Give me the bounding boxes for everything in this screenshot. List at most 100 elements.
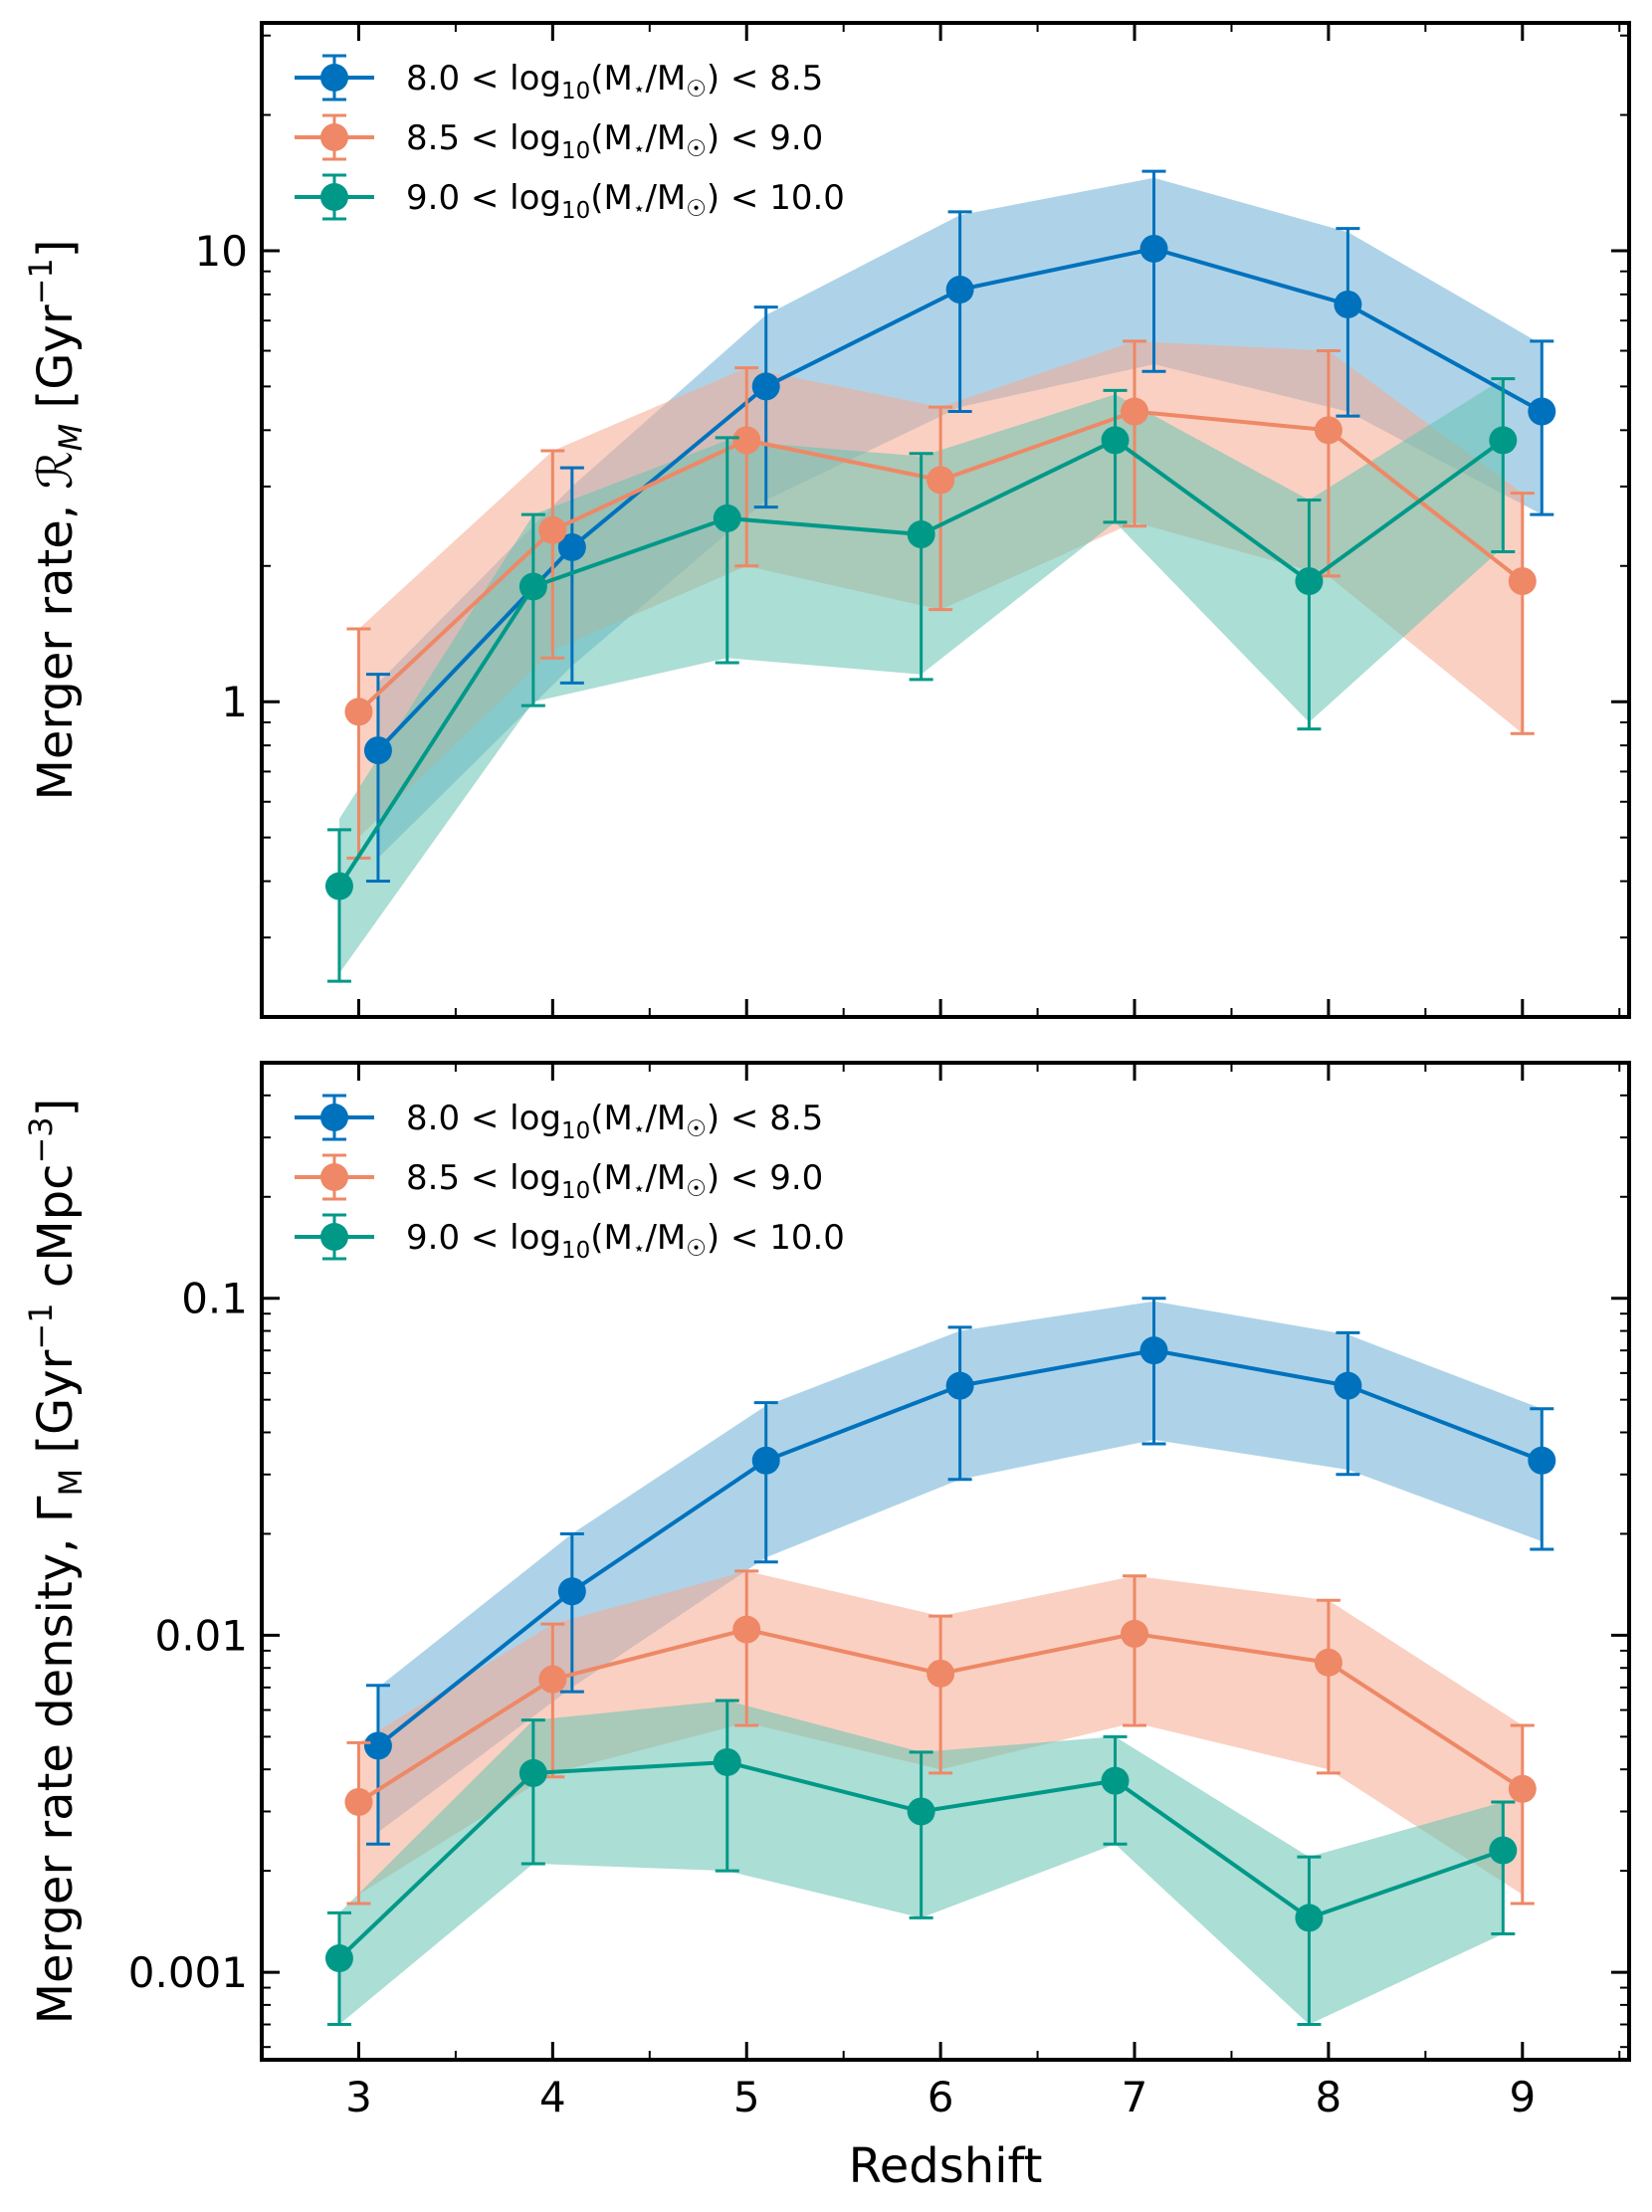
legend-marker (320, 1163, 348, 1191)
legend-label-sub: 10 (561, 138, 590, 164)
legend-label-star: ⋆ (633, 136, 646, 160)
legend-label-div: /M (645, 1099, 686, 1138)
y-tick-label: 10 (195, 227, 248, 276)
legend-label-star: ⋆ (633, 1176, 646, 1200)
data-point-green (1489, 1836, 1518, 1865)
legend-label-blue: 8.0 < log10(M⋆/M☉) < 8.5 (406, 59, 823, 104)
legend-label-upper: ) < 9.0 (707, 118, 823, 158)
y-tick-label: 1 (221, 678, 248, 726)
legend-label-lower: 8.5 < log (406, 118, 561, 158)
legend-label-sub: 10 (561, 198, 590, 224)
series-green (324, 377, 1518, 983)
legend-label-sun: ☉ (686, 1236, 707, 1262)
data-point-blue (557, 532, 586, 561)
legend-label-star: ⋆ (633, 1116, 646, 1140)
y-tick-label: 0.1 (181, 1275, 248, 1323)
y-tick-label: 0.001 (128, 1948, 248, 1997)
x-tick-label: 4 (539, 2073, 566, 2121)
data-point-orange (1121, 1619, 1149, 1648)
data-point-orange (538, 1665, 567, 1694)
data-point-orange (1508, 567, 1537, 596)
y-title-sub: M (52, 424, 90, 452)
data-point-blue (945, 276, 974, 304)
legend-label-div: /M (645, 178, 686, 218)
x-axis-title: Redshift (849, 2138, 1043, 2194)
data-point-blue (557, 1577, 586, 1606)
y-title-unit2: cMpc (28, 1164, 84, 1304)
data-point-orange (1314, 416, 1342, 445)
data-point-blue (945, 1371, 974, 1400)
legend-label-mass: (M (590, 118, 633, 158)
legend-label-orange: 8.5 < log10(M⋆/M☉) < 9.0 (406, 1158, 823, 1204)
legend-label-sub: 10 (561, 1238, 590, 1264)
legend-label-upper: ) < 10.0 (707, 1218, 845, 1258)
data-point-blue (1139, 1336, 1168, 1365)
y-axis-title: Merger rate density, ΓM [Gyr−1 cMpc−3] (22, 1099, 90, 2025)
legend-marker (320, 64, 348, 92)
data-point-green (324, 872, 353, 901)
legend-label-upper: ) < 10.0 (707, 178, 845, 218)
data-point-green (324, 1944, 353, 1973)
data-point-orange (1314, 1648, 1342, 1677)
legend-label-green: 9.0 < log10(M⋆/M☉) < 10.0 (406, 178, 845, 224)
x-tick-label: 9 (1509, 2073, 1536, 2121)
x-tick-label: 8 (1316, 2073, 1342, 2121)
legend-marker (320, 183, 348, 211)
data-point-green (1101, 1766, 1130, 1795)
confidence-band-green (339, 378, 1504, 974)
legend-label-lower: 8.0 < log (406, 1099, 561, 1138)
legend-label-lower: 9.0 < log (406, 1218, 561, 1258)
data-point-blue (1334, 1371, 1362, 1400)
data-point-blue (751, 1446, 780, 1475)
legend-label-star: ⋆ (633, 196, 646, 220)
legend-label-sun: ☉ (686, 136, 707, 162)
data-point-green (713, 1747, 741, 1776)
legend-label-upper: ) < 9.0 (707, 1158, 823, 1198)
legend-label-div: /M (645, 1218, 686, 1258)
data-point-green (1295, 1904, 1324, 1932)
legend-label-star: ⋆ (633, 77, 646, 101)
data-point-orange (538, 515, 567, 544)
series-blue (363, 169, 1556, 884)
legend-label-div: /M (645, 1158, 686, 1198)
x-tick-label: 3 (345, 2073, 372, 2121)
data-point-green (1295, 567, 1324, 596)
legend-label-green: 9.0 < log10(M⋆/M☉) < 10.0 (406, 1218, 845, 1264)
plot-area (324, 169, 1556, 983)
y-title-main: Merger rate, (28, 490, 84, 801)
data-point-orange (344, 1787, 373, 1816)
data-point-green (1101, 426, 1130, 455)
data-point-orange (1121, 397, 1149, 426)
data-point-blue (363, 1731, 392, 1760)
y-title-sup2: −3 (22, 1116, 60, 1163)
legend-label-sub: 10 (561, 1178, 590, 1204)
legend-label-mass: (M (590, 59, 633, 99)
data-point-blue (1528, 1446, 1556, 1475)
legend-label-sun: ☉ (686, 1176, 707, 1202)
data-point-orange (1508, 1774, 1537, 1803)
y-title-sup: −1 (22, 258, 60, 304)
data-point-green (907, 1797, 935, 1826)
legend-label-sun: ☉ (686, 1116, 707, 1142)
data-point-blue (751, 372, 780, 401)
legend-label-upper: ) < 8.5 (707, 59, 823, 99)
data-point-blue (1139, 234, 1168, 263)
y-title-close: ] (28, 1099, 84, 1117)
data-point-blue (363, 736, 392, 765)
plot-frame (260, 21, 1631, 1019)
y-title-main: Merger rate density, Γ (28, 1496, 84, 2024)
y-axis-title: Merger rate, ℛM [Gyr−1] (22, 240, 90, 801)
data-point-green (1489, 426, 1518, 455)
data-point-orange (732, 1615, 761, 1644)
legend-label-mass: (M (590, 178, 633, 218)
legend-label-lower: 8.5 < log (406, 1158, 561, 1198)
series-blue (363, 1297, 1556, 1846)
legend-label-mass: (M (590, 1158, 633, 1198)
confidence-band-blue (377, 1301, 1543, 1833)
data-point-orange (927, 466, 955, 495)
plot-area (324, 1297, 1556, 2027)
legend-label-upper: ) < 8.5 (707, 1099, 823, 1138)
data-point-blue (1528, 397, 1556, 426)
legend-label-lower: 8.0 < log (406, 59, 561, 99)
